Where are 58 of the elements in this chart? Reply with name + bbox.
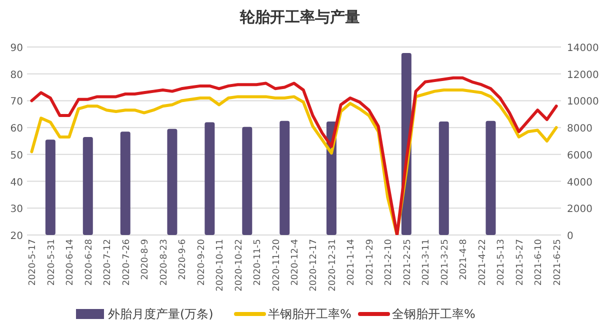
x-tick-label: 2020-5-31 [46,239,57,286]
legend-label: 全钢胎开工率% [392,307,476,321]
y-tick-label: 90 [10,43,23,54]
y2-tick-label: 2000 [567,204,592,216]
legend-label: 外胎月度产量(万条) [108,307,214,321]
y-tick-label: 50 [10,150,23,162]
x-tick-label: 2021-2-10 [384,238,394,286]
x-tick-label: 2020-8-23 [159,239,170,286]
y2-tick-label: 14000 [567,43,599,54]
bar [204,122,215,235]
x-tick-label: 2020-7-12 [103,239,114,286]
legend-label: 半钢胎开工率% [268,307,352,321]
title: 轮胎开工率与产量 [240,8,360,26]
y2-tick-label: 4000 [567,177,592,188]
x-tick-label: 2020-7-26 [122,238,132,286]
y2-tick-label: 12000 [567,70,599,81]
x-tick-label: 2020-10-11 [216,239,226,292]
y-tick-label: 70 [10,96,23,108]
y-tick-label: 60 [10,124,23,135]
bar [280,120,290,235]
y2-tick-label: 10000 [567,96,599,108]
bar [242,126,252,235]
x-tick-label: 2020-6-28 [84,238,94,286]
x-tick-label: 2021-1-14 [346,238,357,286]
y-tick-label: 20 [10,231,23,242]
x-tick-label: 2021-5-27 [515,239,526,286]
bar [45,140,56,235]
x-tick-label: 2021-6-10 [534,238,544,286]
x-tick-label: 2020-6-14 [66,238,76,286]
x-tick-label: 2021-4-22 [478,239,488,286]
x-tick-label: 2020-8-9 [140,238,151,280]
x-tick-label: 2021-1-29 [365,238,376,286]
x-tick-label: 2020-9-6 [178,238,188,280]
x-tick-label: 2020-9-20 [196,238,207,286]
x-tick-label: 2021-5-13 [496,239,507,286]
x-tick-label: 2020-12-17 [309,239,320,292]
y-tick-label: 80 [10,70,23,81]
bar [120,132,130,235]
x-tick-label: 2020-11-5 [253,239,264,286]
y-tick-label: 30 [10,204,23,216]
bar [167,128,178,235]
x-tick-label: 2020-12-4 [290,238,300,286]
x-tick-label: 2021-2-25 [402,239,413,286]
bar [486,120,496,235]
x-tick-label: 2020-12-31 [328,239,338,292]
x-tick-label: 2020-11-20 [272,238,282,292]
y2-tick-label: 6000 [567,150,592,162]
x-tick-label: 2021-3-25 [440,239,450,286]
x-tick-label: 2021-3-11 [422,239,432,286]
x-tick-label: 2020-5-17 [28,239,38,286]
x-tick-label: 2021-4-8 [459,238,470,280]
bar [438,122,449,235]
y2-tick-label: 8000 [567,124,592,135]
bar [82,136,93,235]
y2-tick-label: 0 [567,231,574,242]
x-tick-label: 2020-10-22 [234,239,244,292]
y-tick-label: 40 [10,177,23,188]
x-tick-label: 2021-6-25 [552,239,563,286]
